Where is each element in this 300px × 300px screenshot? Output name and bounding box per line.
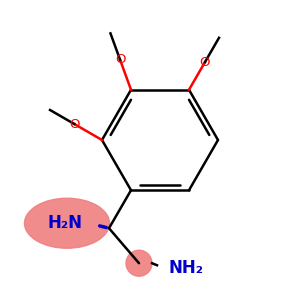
Text: O: O [115, 53, 125, 66]
Circle shape [126, 250, 152, 276]
Ellipse shape [25, 198, 110, 248]
Text: O: O [69, 118, 80, 130]
Text: NH₂: NH₂ [169, 259, 204, 277]
Text: O: O [200, 56, 210, 69]
Text: H₂N: H₂N [47, 214, 82, 232]
